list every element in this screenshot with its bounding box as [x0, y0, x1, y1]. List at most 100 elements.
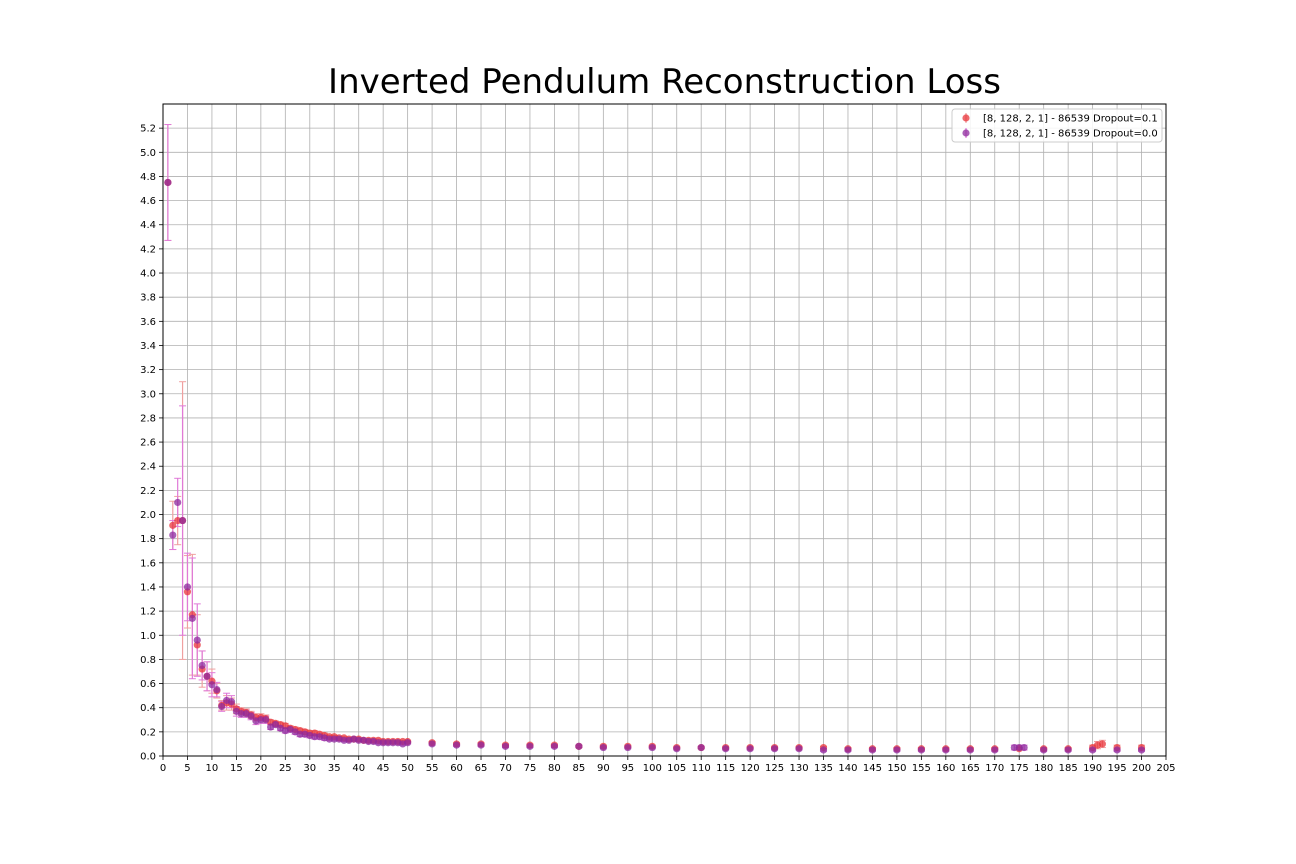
x-tick-label: 70 [499, 763, 512, 774]
x-tick-label: 50 [401, 763, 414, 774]
y-tick-label: 2.0 [140, 510, 156, 521]
data-point [966, 746, 974, 754]
x-tick-label: 125 [765, 763, 784, 774]
y-tick-label: 4.2 [140, 244, 156, 255]
x-tick-label: 170 [985, 763, 1004, 774]
data-point [203, 672, 211, 680]
y-tick-label: 1.8 [140, 534, 156, 545]
x-tick-label: 160 [936, 763, 955, 774]
data-point [868, 746, 877, 754]
data-point [599, 743, 607, 752]
data-point [193, 636, 201, 644]
y-tick-label: 1.6 [140, 558, 156, 569]
x-tick-label: 115 [716, 763, 735, 774]
legend-marker [962, 114, 970, 122]
y-tick-label: 0.6 [140, 679, 156, 690]
data-point [1020, 743, 1028, 752]
x-tick-label: 155 [912, 763, 931, 774]
grid-lines [162, 104, 1167, 757]
x-tick-label: 175 [1010, 763, 1029, 774]
x-tick-label: 65 [475, 763, 488, 774]
plot-frame [162, 103, 1167, 757]
x-axis: 0 5 10 15 20 25 30 35 40 45 50 55 60 65 70 75 80 85 90 95 10… [160, 756, 1176, 774]
x-tick-label: 85 [573, 763, 586, 774]
y-axis: 0.0 0.2 0.4 0.6 0.8 1.0 1.2 1.4 1.6 1.8 2.0 2.2 2.4 2… [140, 124, 163, 763]
x-tick-label: 10 [206, 763, 219, 774]
y-tick-label: 0.4 [140, 703, 156, 714]
y-tick-label: 4.8 [140, 172, 156, 183]
x-tick-label: 165 [961, 763, 980, 774]
y-tick-label: 3.6 [140, 317, 156, 328]
data-point [1137, 746, 1146, 754]
x-tick-label: 25 [279, 763, 292, 774]
y-tick-label: 2.4 [140, 462, 156, 473]
x-tick-label: 90 [597, 763, 610, 774]
x-tick-label: 190 [1083, 763, 1102, 774]
data-point [262, 716, 270, 724]
y-tick-label: 0.8 [140, 655, 156, 666]
y-tick-label: 5.2 [140, 124, 156, 135]
y-tick-label: 1.2 [140, 607, 156, 618]
y-tick-label: 4.6 [140, 196, 156, 207]
y-tick-label: 5.0 [140, 148, 156, 159]
data-point [844, 746, 852, 754]
x-tick-label: 100 [643, 763, 662, 774]
x-tick-label: 95 [621, 763, 634, 774]
data-point [178, 516, 187, 525]
x-tick-label: 135 [814, 763, 833, 774]
x-tick-label: 80 [548, 763, 561, 774]
data-point [673, 745, 681, 753]
data-point [208, 681, 216, 689]
data-point [1040, 746, 1048, 754]
y-tick-label: 3.0 [140, 389, 156, 400]
chart-title: Inverted Pendulum Reconstruction Loss [328, 62, 1001, 102]
data-point [526, 742, 534, 750]
data-point [198, 661, 206, 670]
data-point [477, 741, 485, 749]
x-tick-label: 105 [667, 763, 686, 774]
x-tick-label: 195 [1108, 763, 1127, 774]
legend-marker [962, 129, 970, 137]
legend-label: [8, 128, 2, 1] - 86539 Dropout=0.1 [983, 114, 1158, 125]
data-point [746, 745, 754, 753]
x-tick-label: 15 [230, 763, 243, 774]
data-point [164, 178, 172, 187]
data-point [169, 521, 177, 529]
y-tick-label: 3.8 [140, 293, 156, 304]
data-point [247, 712, 255, 720]
x-tick-label: 140 [838, 763, 857, 774]
x-tick-label: 55 [426, 763, 439, 774]
y-tick-label: 4.0 [140, 269, 156, 280]
data-point [501, 742, 510, 750]
data-point [697, 743, 705, 752]
data-point [917, 746, 925, 754]
data-point [404, 739, 412, 747]
data-point [795, 745, 803, 753]
data-point [1098, 740, 1106, 748]
y-tick-label: 2.8 [140, 413, 156, 424]
data-point [624, 743, 632, 752]
x-tick-label: 130 [790, 763, 809, 774]
legend-box [951, 108, 1163, 143]
x-tick-label: 30 [303, 763, 316, 774]
y-tick-label: 3.4 [140, 341, 156, 352]
data-point [942, 746, 950, 754]
data-point [1064, 746, 1072, 754]
data-point [218, 702, 226, 711]
y-tick-label: 1.4 [140, 582, 156, 593]
data-point [819, 746, 828, 754]
data-point [1089, 746, 1097, 754]
data-point [174, 498, 182, 507]
data-point [183, 583, 192, 591]
y-tick-label: 1.0 [140, 631, 156, 642]
data-point [722, 745, 730, 753]
x-tick-label: 0 [160, 763, 166, 774]
x-tick-label: 180 [1034, 763, 1053, 774]
x-tick-label: 40 [352, 763, 365, 774]
x-tick-label: 150 [887, 763, 906, 774]
y-tick-label: 2.6 [140, 438, 156, 449]
y-tick-label: 0.2 [140, 727, 156, 738]
data-points [164, 178, 1146, 754]
x-tick-label: 110 [692, 763, 711, 774]
